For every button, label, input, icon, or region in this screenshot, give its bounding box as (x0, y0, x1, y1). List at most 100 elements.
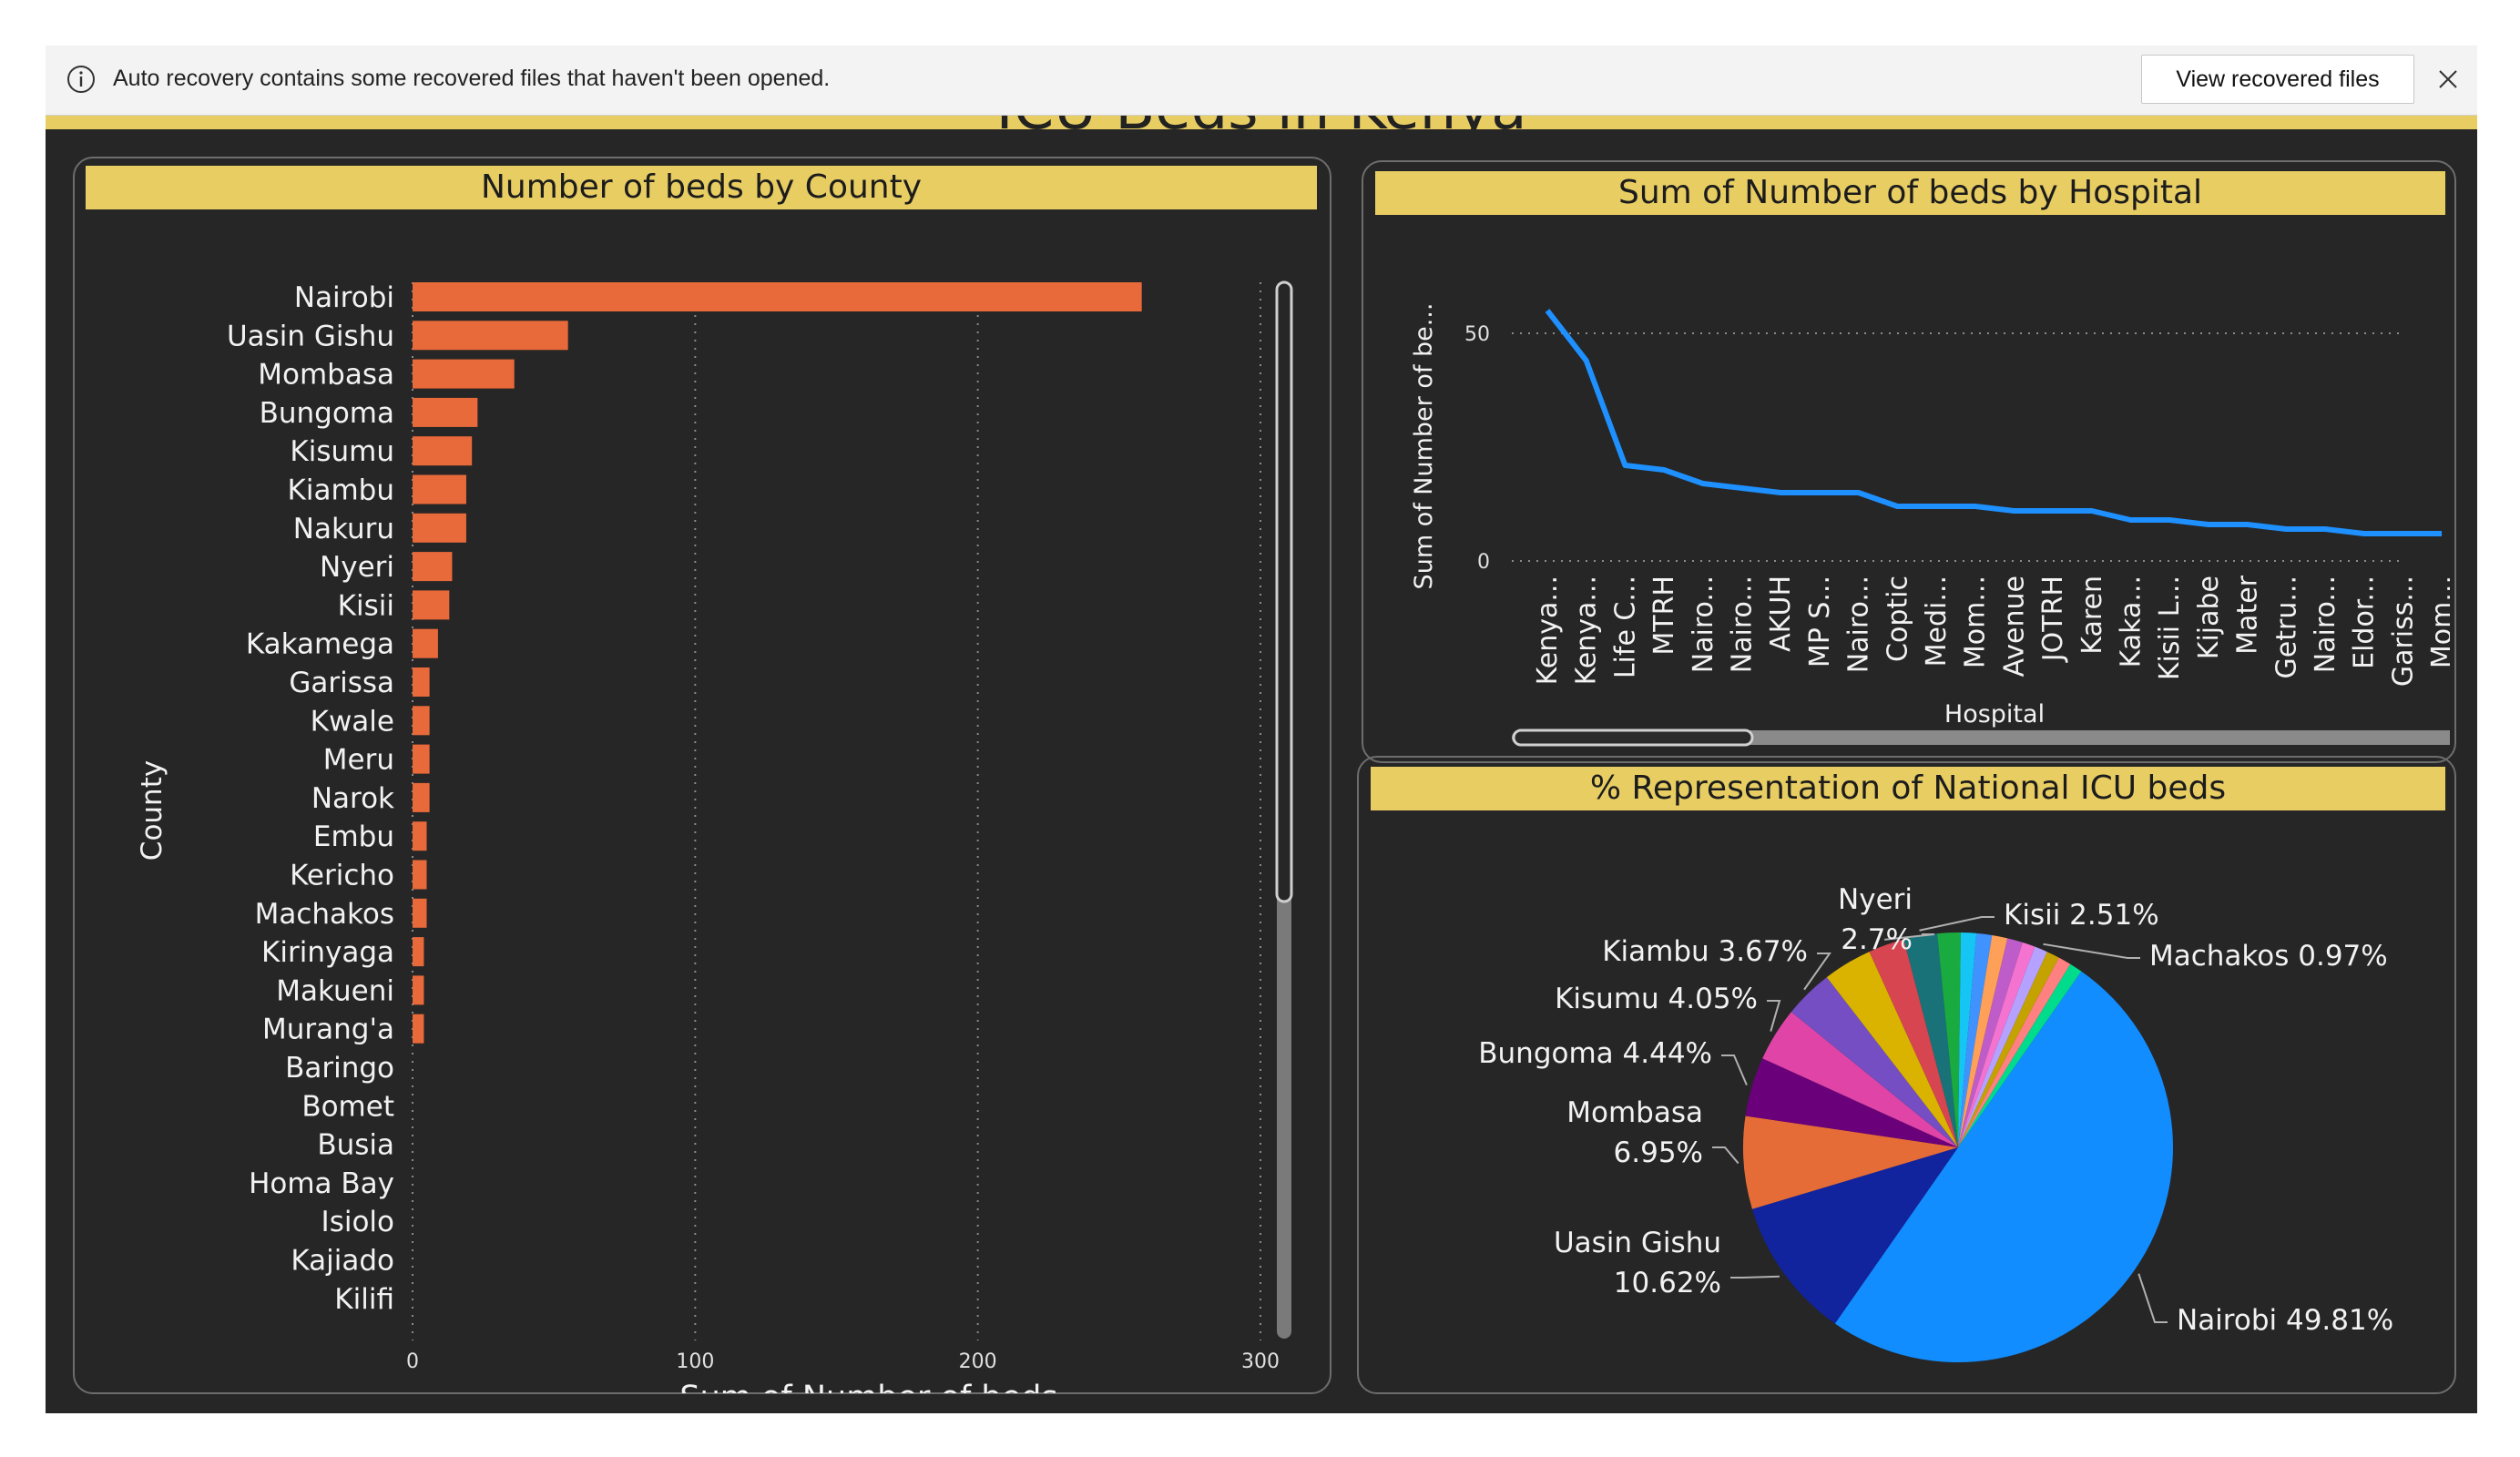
county-bar (413, 436, 473, 466)
report-canvas: ICU Beds in Kenya Number of beds by Coun… (46, 46, 2477, 1413)
pie-slice-mombasa (1743, 1116, 1958, 1209)
pie-slice-nakuru (1826, 952, 1958, 1147)
pie-slice-other-9 (1958, 963, 2082, 1147)
hospital-line-chart-panel[interactable] (1362, 160, 2456, 763)
hospital-label: Nairo... (1688, 576, 1719, 673)
national-pie-chart-panel[interactable] (1357, 756, 2456, 1394)
hospital-label: Nairo... (1727, 576, 1759, 673)
county-label: Nyeri (320, 551, 394, 584)
hospital-label: Karen (2076, 576, 2108, 655)
county-label: Uasin Gishu (227, 320, 394, 352)
county-label: Mombasa (258, 359, 394, 392)
hospital-label: Mater (2232, 575, 2264, 654)
close-icon[interactable] (2433, 64, 2464, 95)
hospital-label: Getru... (2270, 576, 2302, 678)
county-label: Embu (313, 820, 394, 853)
pie-slice-kiambu (1791, 977, 1958, 1147)
county-bar (413, 667, 430, 697)
county-bar (413, 860, 427, 890)
county-bar (413, 321, 568, 351)
hospital-chart-title: Sum of Number of beds by Hospital (1375, 171, 2445, 215)
county-chart-title: Number of beds by County (86, 166, 1317, 209)
county-bar (413, 706, 430, 736)
county-label: Busia (317, 1129, 394, 1162)
county-label: Kakamega (246, 628, 394, 661)
county-label: Nairobi (294, 281, 394, 314)
county-label: Bungoma (260, 397, 394, 430)
pie-data-label: Mombasa (1566, 1096, 1703, 1129)
hospital-series-line (1545, 309, 2443, 536)
pie-data-label: Bungoma 4.44% (1478, 1037, 1712, 1070)
county-label: Garissa (289, 667, 394, 699)
pie-slice-other-3 (1958, 932, 1993, 1147)
info-icon (67, 66, 95, 93)
pie-slice-kisii (1903, 933, 1958, 1147)
hospital-label: MP S... (1804, 576, 1836, 667)
county-label: Kwale (311, 705, 394, 738)
national-pie-chart[interactable]: Nairobi 49.81% Uasin Gishu 10.62% Mombasa 6.… (1366, 815, 2450, 1389)
hospital-label: Nairo... (2310, 576, 2341, 673)
hospital-label: Kenya... (1571, 576, 1603, 685)
hospital-label: AKUH (1765, 576, 1797, 652)
hospital-label: Kijabe (2193, 576, 2225, 659)
h-scrollbar-thumb (1512, 728, 1754, 747)
x-axis-title: Sum of Number of beds (679, 1380, 1057, 1393)
county-bar (413, 821, 427, 851)
county-label: Kajiado (291, 1245, 394, 1278)
county-label: Kisumu (290, 435, 394, 468)
pie-leader-line (1884, 933, 1935, 941)
county-label: Kiambu (288, 474, 394, 507)
pie-data-label: Kisii 2.51% (2004, 899, 2159, 932)
county-label: Kericho (290, 860, 394, 892)
auto-recovery-bar: Auto recovery contains some recovered fi… (46, 46, 2477, 116)
county-label: Baringo (285, 1052, 394, 1085)
x-tick-label: 0 (406, 1350, 419, 1373)
x-axis-title: Hospital (1944, 700, 2045, 728)
hospital-label: Coptic (1882, 576, 1913, 662)
county-label: Homa Bay (249, 1167, 394, 1200)
pie-leader-line (1919, 916, 1995, 932)
county-bar (413, 744, 430, 774)
pie-slice-other-6 (1958, 942, 2035, 1147)
pie-slice-other-5 (1958, 938, 2023, 1147)
pie-data-label: Nairobi 49.81% (2177, 1304, 2393, 1337)
county-bar (413, 975, 424, 1005)
y-axis-title: County (136, 760, 168, 861)
county-bar (413, 397, 478, 427)
county-label: Nakuru (293, 513, 394, 545)
county-label: Narok (311, 782, 394, 815)
county-bar-chart-panel[interactable] (73, 157, 1331, 1394)
pie-leader-line (2137, 1273, 2168, 1323)
hospital-label: Mom... (2426, 576, 2450, 668)
county-bar-chart[interactable]: 0 100 200 300 Nairobi Uasin Gishu Mombasa Bungo… (86, 219, 1321, 1393)
county-label: Kilifi (334, 1283, 394, 1316)
pie-slice-other-8 (1958, 957, 2071, 1147)
county-label: Machakos (255, 898, 394, 931)
x-tick-label: 300 (1241, 1350, 1280, 1373)
county-label: Meru (323, 744, 394, 777)
county-bar (413, 937, 424, 967)
county-label: Makueni (276, 974, 394, 1007)
county-bar (413, 552, 453, 582)
pie-data-label: Uasin Gishu (1554, 1227, 1721, 1259)
hospital-label: Medi... (1921, 576, 1953, 667)
y-tick-label: 0 (1477, 551, 1490, 574)
hospital-label: Gariss... (2387, 576, 2419, 687)
pie-data-label: 10.62% (1614, 1267, 1721, 1299)
y-tick-label: 50 (1464, 323, 1490, 346)
pie-chart-title: % Representation of National ICU beds (1371, 767, 2445, 810)
county-bar (413, 898, 427, 928)
pie-slice-other-2 (1958, 932, 1977, 1147)
pie-slice-bungoma (1745, 1058, 1958, 1147)
county-label: Bomet (301, 1090, 394, 1123)
county-bar (413, 474, 466, 504)
pie-slice-kisumu (1762, 1012, 1958, 1147)
county-bar (413, 782, 430, 812)
view-recovered-files-button[interactable]: View recovered files (2141, 55, 2414, 104)
hospital-label: Eldor... (2349, 576, 2381, 669)
county-bar (413, 590, 450, 620)
county-label: Kirinyaga (261, 936, 394, 969)
pie-data-label: Nyeri (1838, 883, 1913, 916)
hospital-label: JOTRH (2037, 576, 2069, 663)
